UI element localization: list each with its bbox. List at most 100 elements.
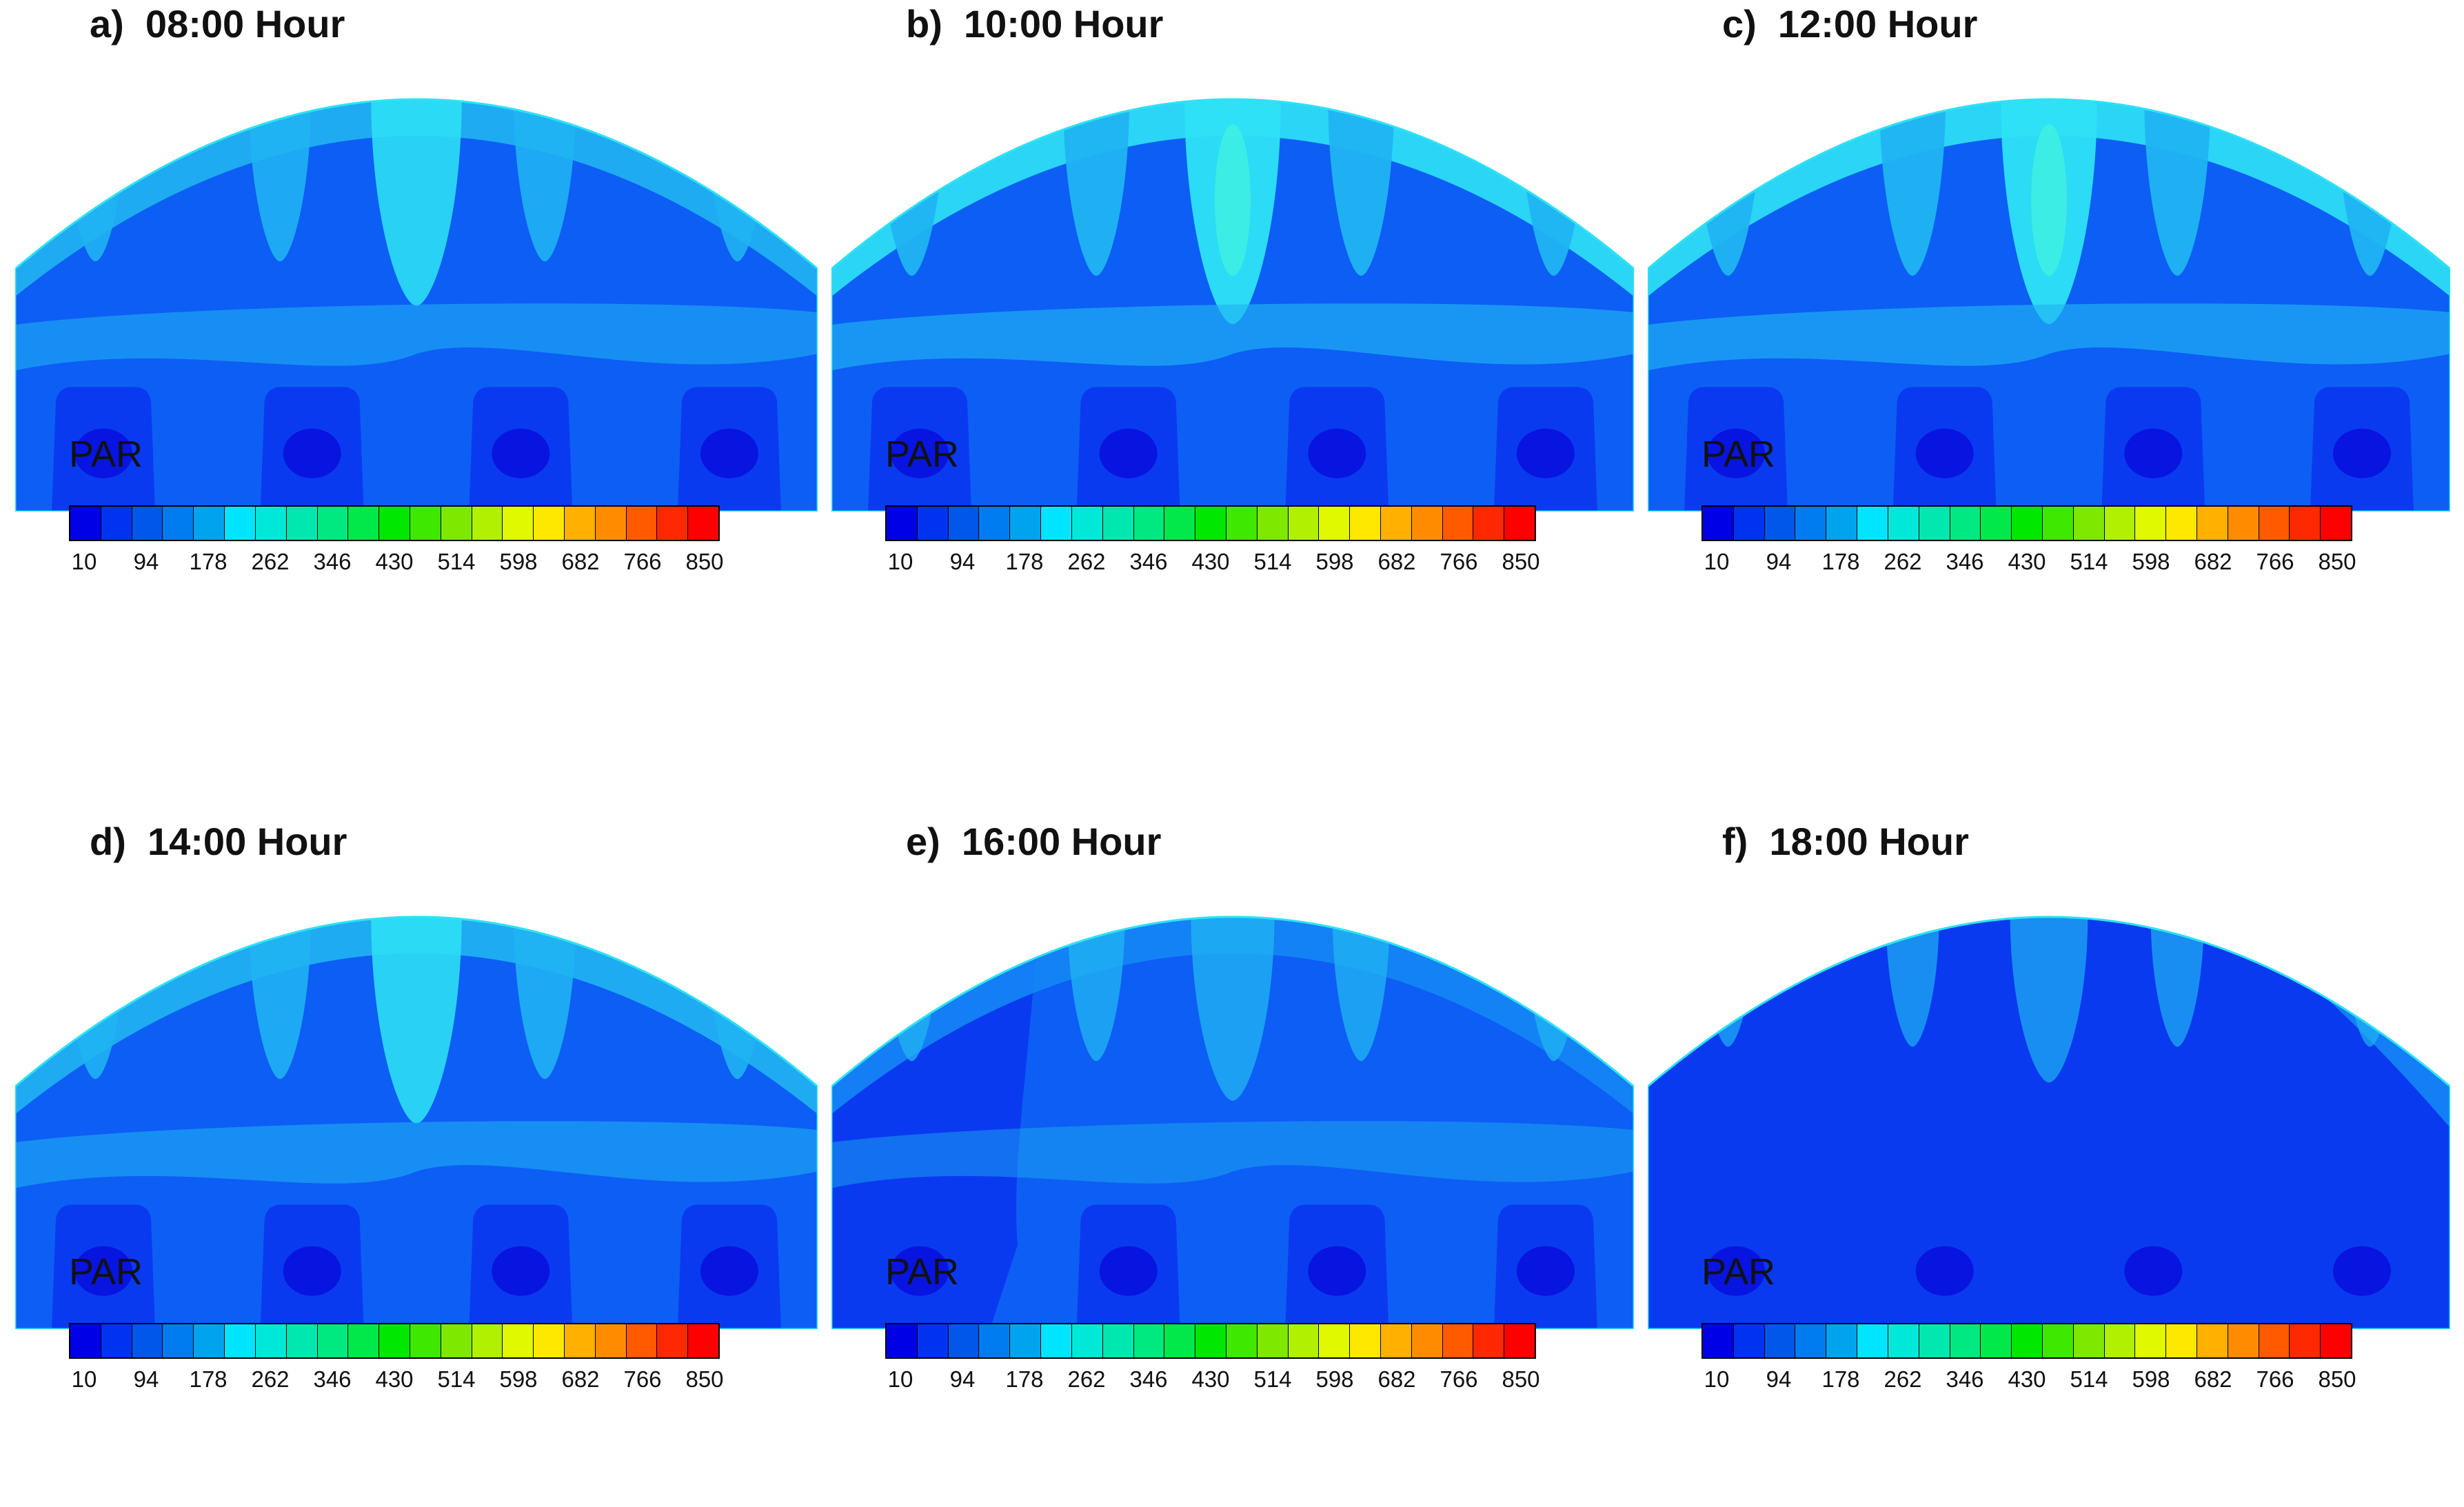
colorbar-tick-label: 514 <box>2070 1366 2108 1392</box>
colorbar-tick-label: 850 <box>2318 549 2356 574</box>
colorbar-segment <box>441 507 472 540</box>
colorbar-segment <box>1226 507 1258 540</box>
light-ridge <box>249 917 312 1080</box>
par-contour-plot <box>15 916 818 1329</box>
colorbar-segment <box>2166 507 2197 540</box>
panel-letter: c) <box>1722 2 1778 45</box>
colorbar-segment <box>1226 1324 1258 1357</box>
colorbar-segment <box>565 1324 596 1357</box>
colorbar-segment <box>2166 1324 2197 1357</box>
dome-outline <box>1648 916 2450 1329</box>
colorbar-tick-label: 598 <box>1315 549 1354 574</box>
plant-row-core <box>2332 428 2391 478</box>
colorbar-segment <box>348 1324 380 1357</box>
colorbar-segment <box>626 1324 658 1357</box>
panel-title: e) 16:00 Hour <box>906 819 1161 864</box>
dome-outline <box>1648 98 2450 512</box>
colorbar-label: PAR <box>69 434 143 475</box>
light-ridge <box>1879 99 1946 276</box>
colorbar-segment <box>2104 507 2136 540</box>
plant-row-core <box>2124 1246 2183 1296</box>
colorbar-tick-label: 514 <box>437 1366 476 1392</box>
colorbar-segment <box>1257 1324 1289 1357</box>
colorbar-tick-label: 766 <box>2256 549 2294 574</box>
colorbar-segment <box>1950 507 1981 540</box>
colorbar-segment <box>565 507 596 540</box>
colorbar-tick-label: 598 <box>2132 549 2170 574</box>
colorbar-segment <box>2135 1324 2167 1357</box>
light-ridge <box>514 99 576 262</box>
colorbar-segment <box>348 507 380 540</box>
panel-title: c) 12:00 Hour <box>1722 1 1977 46</box>
colorbar-tick-label: 10 <box>71 549 97 574</box>
chart-panel: e) 16:00 Hour PAR 10 94 178 262 346 430 514 598 68… <box>816 818 1634 1507</box>
colorbar-tick-label: 262 <box>251 1366 290 1392</box>
dome-outline <box>15 916 818 1329</box>
colorbar-tick-label: 766 <box>1440 549 1478 574</box>
colorbar-segment <box>2135 507 2167 540</box>
colorbar-segment <box>1703 507 1734 540</box>
par-contour-plot <box>1648 916 2450 1329</box>
colorbar-segment <box>1319 1324 1351 1357</box>
colorbar-tick-label: 850 <box>1502 549 1540 574</box>
colorbar-segment <box>503 1324 534 1357</box>
colorbar-segment <box>1764 507 1796 540</box>
colorbar-segment <box>163 1324 194 1357</box>
colorbar-tick-label: 430 <box>1191 549 1230 574</box>
colorbar-segment <box>225 1324 256 1357</box>
colorbar-segment <box>1102 507 1134 540</box>
colorbar-tick-label: 430 <box>375 1366 414 1392</box>
plant-row-core <box>1099 1246 1158 1296</box>
panel-time: 16:00 Hour <box>961 820 1162 863</box>
colorbar-tick-label: 850 <box>1502 1366 1540 1392</box>
light-ridge <box>371 917 462 1124</box>
colorbar-segment <box>1010 1324 1042 1357</box>
colorbar-tick-label: 10 <box>1704 1366 1730 1392</box>
panel-time: 08:00 Hour <box>145 2 345 45</box>
colorbar-tick-label: 94 <box>1766 549 1792 574</box>
colorbar-segment <box>1764 1324 1796 1357</box>
canopy-band <box>15 303 818 371</box>
light-ridge <box>1063 99 1130 276</box>
colorbar-tick-label: 514 <box>2070 549 2108 574</box>
colorbar-tick-label: 346 <box>1129 549 1168 574</box>
panel-letter: d) <box>90 820 148 863</box>
colorbar-segment <box>688 507 719 540</box>
colorbar <box>69 1323 720 1359</box>
light-ridge <box>249 99 312 262</box>
par-contour-plot <box>831 98 1634 512</box>
colorbar-segment <box>1164 507 1196 540</box>
colorbar-tick-label: 430 <box>375 549 414 574</box>
panel-title: d) 14:00 Hour <box>90 819 347 864</box>
colorbar-tick-label: 598 <box>499 1366 538 1392</box>
colorbar-tick-label: 514 <box>437 549 476 574</box>
light-ridge <box>1067 917 1125 1062</box>
colorbar-tick-label: 430 <box>2008 549 2046 574</box>
plant-row-core <box>700 428 758 478</box>
colorbar-segment <box>657 1324 689 1357</box>
colorbar-segment <box>1071 1324 1103 1357</box>
colorbar-segment <box>286 1324 318 1357</box>
light-ridge <box>1328 99 1395 276</box>
plant-row-core <box>700 1246 758 1296</box>
colorbar-segment <box>472 507 503 540</box>
light-peak <box>1215 124 1251 276</box>
colorbar-tick-label: 94 <box>133 549 159 574</box>
colorbar-tick-label: 262 <box>251 549 290 574</box>
plant-row-core <box>1707 1246 1766 1296</box>
colorbar-segment <box>132 507 163 540</box>
colorbar-segment <box>1195 1324 1226 1357</box>
colorbar-tick-label: 766 <box>623 1366 662 1392</box>
colorbar-tick-label: 682 <box>561 549 600 574</box>
colorbar-segment <box>1826 1324 1858 1357</box>
light-ridge <box>2150 917 2204 1047</box>
light-ridge <box>2144 99 2211 276</box>
colorbar-segment <box>1350 507 1381 540</box>
plant-row-core <box>1707 428 1766 478</box>
colorbar-segment <box>2197 1324 2228 1357</box>
colorbar-segment <box>1888 507 1919 540</box>
colorbar-tick-label: 346 <box>1946 549 1984 574</box>
upper-band <box>831 99 1634 296</box>
colorbar-segment <box>979 1324 1011 1357</box>
plant-row-core <box>2124 428 2183 478</box>
